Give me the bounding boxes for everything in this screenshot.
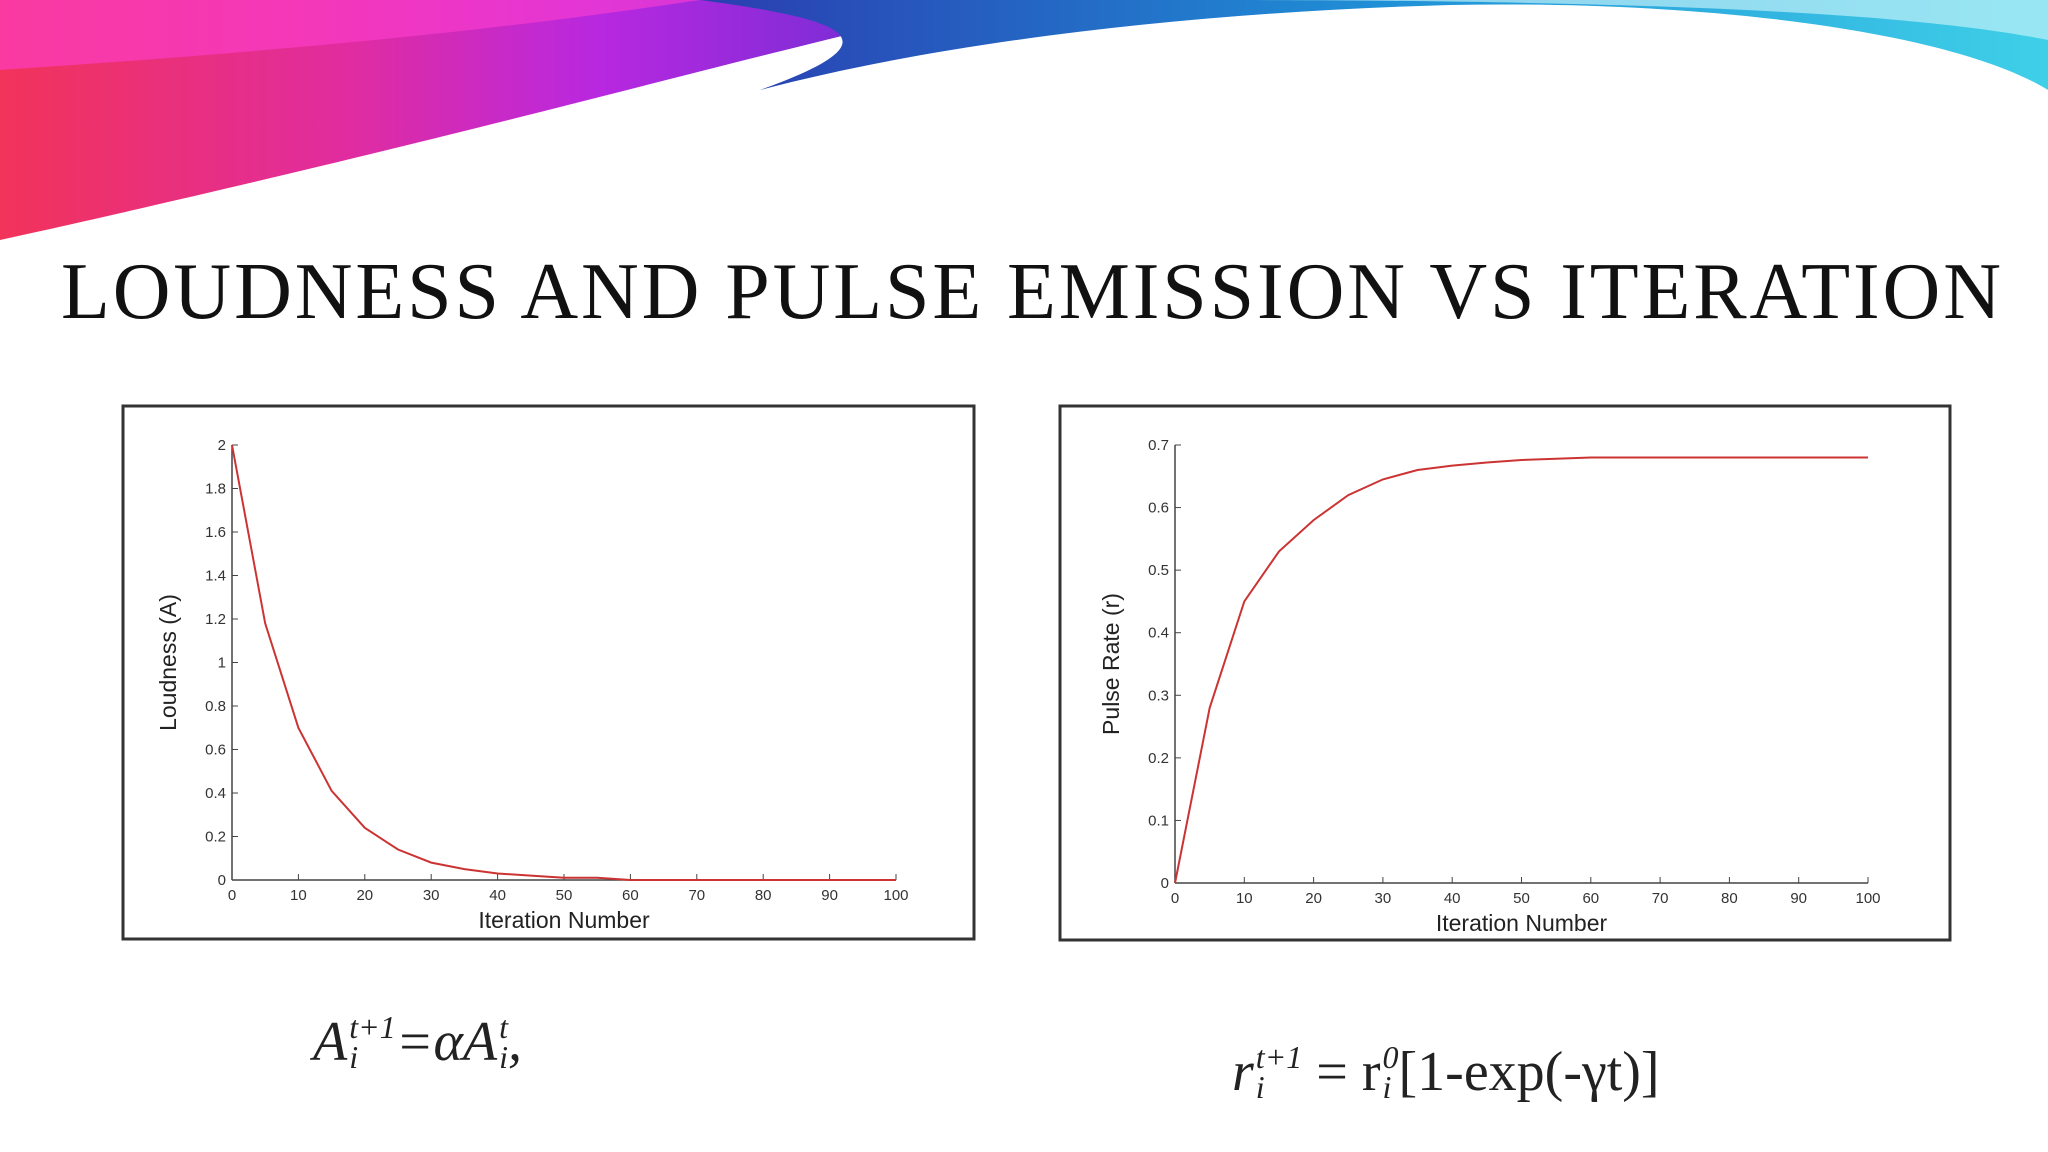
y-tick-label: 2	[218, 437, 226, 454]
x-tick-label: 80	[1721, 890, 1738, 907]
x-tick-label: 20	[356, 887, 373, 904]
x-tick-label: 50	[1513, 890, 1530, 907]
formula-sub: i	[1382, 1069, 1392, 1105]
y-axis-label: Loudness (A)	[155, 594, 181, 731]
formula-sub: i	[499, 1039, 508, 1075]
x-tick-label: 60	[622, 887, 639, 904]
banner-light	[1200, 0, 2048, 40]
y-tick-label: 0.3	[1148, 687, 1169, 704]
formula-sup: t+1	[1255, 1039, 1303, 1075]
formula-sub: i	[1255, 1069, 1265, 1105]
formula: r t+1 i = r 0 i [1-exp(-γt)]	[1232, 1040, 1660, 1104]
formula-part: ,	[507, 1011, 522, 1073]
x-tick-label: 90	[821, 887, 838, 904]
x-tick-label: 70	[1652, 890, 1669, 907]
x-tick-label: 70	[688, 887, 705, 904]
x-tick-label: 10	[290, 887, 307, 904]
formula-part: =αA	[395, 1011, 498, 1073]
x-tick-label: 90	[1790, 890, 1807, 907]
y-tick-label: 0.2	[1148, 750, 1169, 767]
y-tick-label: 1.8	[205, 481, 226, 498]
y-tick-label: 0	[218, 872, 226, 889]
y-tick-label: 1.4	[205, 568, 226, 585]
y-tick-label: 0	[1161, 875, 1169, 892]
x-tick-label: 100	[883, 887, 908, 904]
y-tick-label: 0.1	[1148, 812, 1169, 829]
x-tick-label: 20	[1305, 890, 1322, 907]
y-tick-label: 0.5	[1148, 562, 1169, 579]
y-tick-label: 0.6	[1148, 500, 1169, 517]
x-tick-label: 30	[423, 887, 440, 904]
formula-sub: i	[349, 1039, 359, 1075]
x-tick-label: 40	[489, 887, 506, 904]
x-axis-label: Iteration Number	[1436, 910, 1608, 936]
data-line	[231, 444, 896, 881]
x-tick-label: 60	[1582, 890, 1599, 907]
banner-blue	[700, 0, 2048, 90]
chart-frame	[121, 404, 976, 941]
formula-sup: 0	[1382, 1039, 1399, 1075]
x-tick-label: 0	[228, 887, 236, 904]
formula-part: = r	[1302, 1041, 1381, 1103]
x-tick-label: 0	[1171, 890, 1179, 907]
x-tick-label: 10	[1236, 890, 1253, 907]
formula-part: r	[1232, 1041, 1254, 1103]
formula-sup: t	[499, 1009, 508, 1045]
y-tick-label: 0.8	[205, 698, 226, 715]
formula-part: A	[313, 1011, 348, 1073]
x-tick-label: 50	[556, 887, 573, 904]
y-tick-label: 0.7	[1148, 437, 1169, 454]
x-tick-label: 100	[1855, 890, 1880, 907]
banner-highlight	[0, 0, 700, 70]
formula-part: [1-exp(-γt)]	[1398, 1041, 1660, 1103]
y-tick-label: 0.4	[205, 785, 226, 802]
data-line	[1174, 456, 1868, 884]
x-axis-label: Iteration Number	[478, 907, 650, 933]
x-tick-label: 40	[1444, 890, 1461, 907]
y-tick-label: 0.2	[205, 829, 226, 846]
x-tick-label: 30	[1375, 890, 1392, 907]
y-tick-label: 0.6	[205, 742, 226, 759]
banner-pink	[0, 0, 1000, 240]
slide-title: LOUDNESS AND PULSE EMISSION VS ITERATION	[61, 248, 2001, 336]
chart-frame	[1058, 404, 1952, 942]
formula-sup: t+1	[349, 1009, 396, 1045]
x-tick-label: 80	[755, 887, 772, 904]
y-axis-label: Pulse Rate (r)	[1098, 593, 1124, 735]
y-tick-label: 1.2	[205, 611, 226, 628]
y-tick-label: 1.6	[205, 524, 226, 541]
y-tick-label: 1	[218, 655, 226, 672]
y-tick-label: 0.4	[1148, 625, 1169, 642]
